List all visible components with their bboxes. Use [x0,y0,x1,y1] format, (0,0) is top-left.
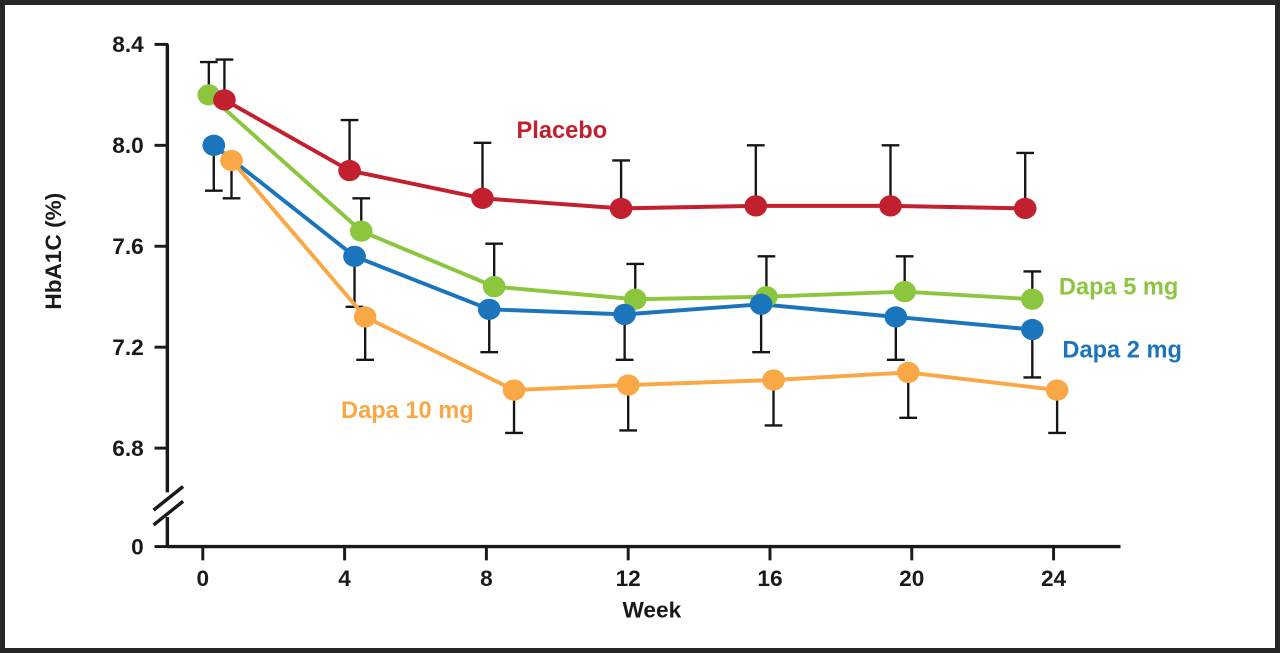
y-axis-title: HbA1C (%) [41,193,66,310]
series-line [211,143,1035,332]
data-point [1013,197,1037,220]
x-axis-title: Week [622,597,681,622]
data-point [613,303,636,326]
data-point [349,220,373,242]
data-point [744,195,768,217]
data-point [609,197,633,220]
series-line [222,97,1028,211]
x-tick-label: 16 [757,566,782,591]
data-point [220,149,243,172]
data-point [896,361,920,384]
data-point [502,379,526,401]
y-tick-label: 8.0 [112,133,143,158]
x-tick-label: 20 [899,566,924,591]
data-point [477,298,501,320]
data-point [1020,288,1044,310]
x-tick-label: 8 [480,566,493,591]
data-point [353,306,377,328]
x-tick-label: 4 [338,566,351,591]
y-tick-label: 7.2 [112,335,143,360]
data-point [338,159,361,182]
data-point [893,281,917,303]
data-point [202,134,226,156]
series-label: Dapa 5 mg [1059,274,1178,300]
y-tick-label: 6.8 [112,436,143,461]
data-point [482,275,506,298]
hba1c-chart: 8.4 8.0 7.6 7.2 6.8 0 0 4 8 12 16 20 24 Week HbA1C (%)… [41,32,1182,622]
data-point [623,288,647,310]
axis-break-icon [152,499,185,527]
y-tick-label: 0 [131,534,144,559]
data-point [884,306,908,328]
x-tick-label: 24 [1041,566,1067,591]
data-point [616,374,640,396]
data-point [762,369,785,391]
series-label: Placebo [517,118,608,144]
series-label: Dapa 2 mg [1062,338,1181,364]
data-point [1045,379,1069,401]
axis-break-icon [152,485,185,512]
data-point [879,195,902,217]
data-point [471,187,494,209]
series-label: Dapa 10 mg [341,398,474,424]
data-point [343,245,366,267]
data-point [1020,318,1044,341]
x-tick-label: 0 [197,566,210,591]
x-tick-label: 12 [616,566,641,591]
y-tick-label: 7.6 [112,234,143,259]
data-point [213,89,236,111]
y-tick-label: 8.4 [112,32,144,57]
data-point [749,293,773,315]
